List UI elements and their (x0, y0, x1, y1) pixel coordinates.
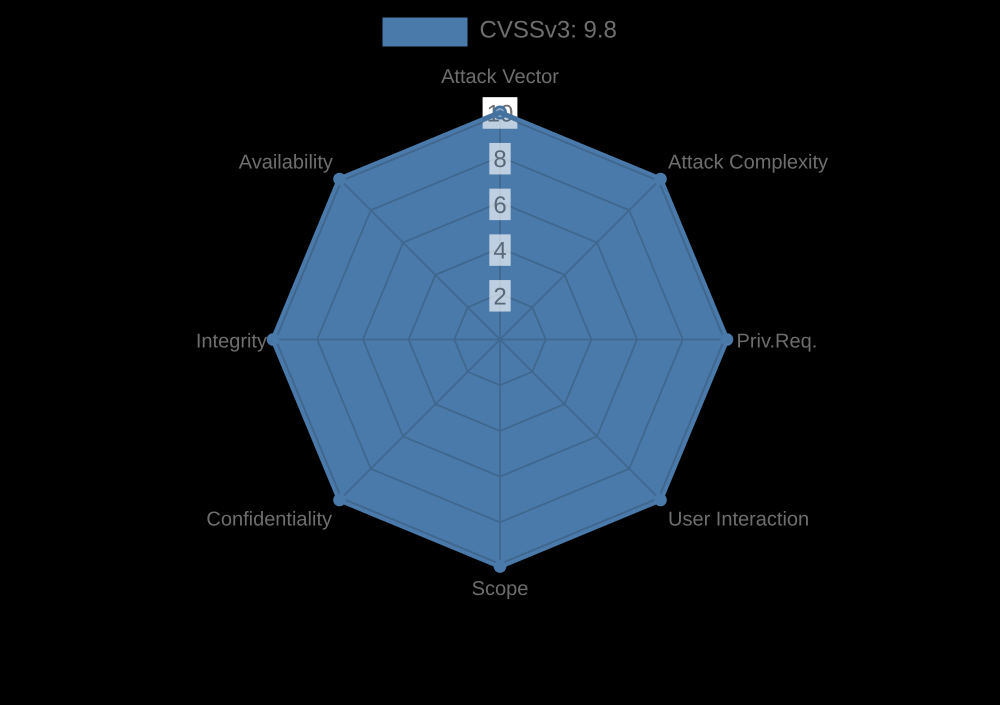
svg-text:6: 6 (493, 192, 506, 219)
svg-text:Confidentiality: Confidentiality (206, 509, 332, 531)
svg-text:Priv.Req.: Priv.Req. (737, 331, 818, 353)
svg-text:Availability: Availability (239, 151, 333, 173)
svg-text:CVSSv3: 9.8: CVSSv3: 9.8 (480, 17, 617, 44)
svg-text:Integrity: Integrity (196, 331, 267, 353)
svg-text:Attack Vector: Attack Vector (441, 66, 559, 88)
svg-text:8: 8 (493, 146, 506, 173)
svg-text:4: 4 (493, 238, 506, 265)
svg-text:Scope: Scope (472, 578, 529, 600)
svg-text:2: 2 (493, 283, 506, 310)
svg-text:Attack Complexity: Attack Complexity (668, 151, 828, 173)
svg-text:User Interaction: User Interaction (668, 509, 809, 531)
